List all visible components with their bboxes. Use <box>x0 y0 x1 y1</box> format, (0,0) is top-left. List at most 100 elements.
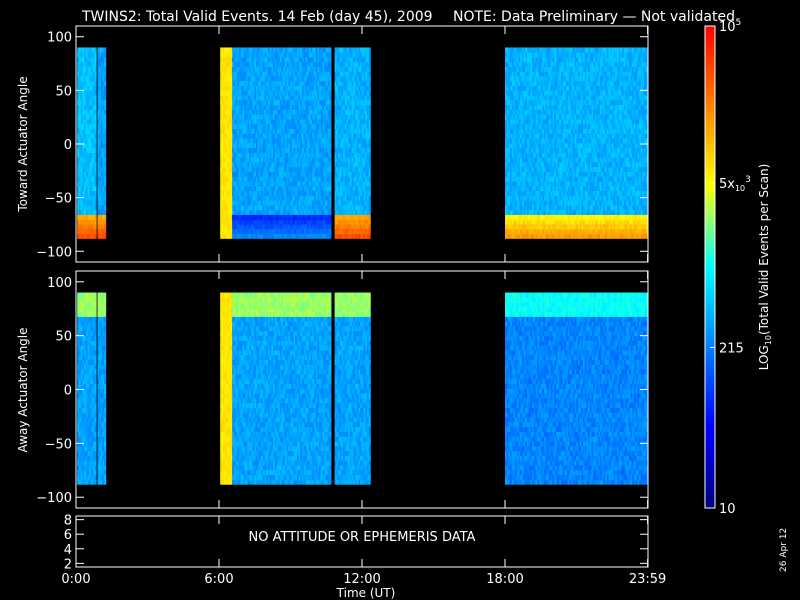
heatmap-cell <box>308 142 311 149</box>
heatmap-cell <box>266 85 269 91</box>
heatmap-cell <box>252 147 255 153</box>
heatmap-cell <box>368 214 371 220</box>
heatmap-cell <box>315 104 318 110</box>
heatmap-cell <box>230 109 233 115</box>
heatmap-cell <box>339 71 342 77</box>
heatmap-cell <box>281 133 284 139</box>
heatmap-cell <box>84 95 87 101</box>
heatmap-cell <box>244 47 247 53</box>
heatmap-cell <box>228 114 231 120</box>
heatmap-cell <box>249 166 252 172</box>
heatmap-cell <box>278 185 281 192</box>
heatmap-cell <box>249 233 252 239</box>
heatmap-cell <box>94 99 97 106</box>
heatmap-cell <box>325 200 329 206</box>
heatmap-cell <box>261 95 264 101</box>
heatmap-cell <box>291 162 294 168</box>
heatmap-cell <box>324 152 327 158</box>
heatmap-cell <box>312 123 315 130</box>
heatmap-cell <box>102 61 105 67</box>
heatmap-cell <box>296 66 300 72</box>
heatmap-cell <box>286 114 289 120</box>
heatmap-cell <box>227 133 230 139</box>
heatmap-cell <box>244 61 247 67</box>
heatmap-cell <box>264 109 267 115</box>
heatmap-cell <box>252 80 255 87</box>
heatmap-cell <box>242 99 245 106</box>
heatmap-cell <box>232 90 235 96</box>
heatmap-cell <box>259 219 262 225</box>
heatmap-cell <box>284 190 288 196</box>
heatmap-cell <box>339 47 342 53</box>
heatmap-cell <box>87 52 90 58</box>
heatmap-cell <box>298 71 301 77</box>
heatmap-cell <box>102 80 105 87</box>
heatmap-cell <box>344 214 347 220</box>
heatmap-cell <box>252 176 255 182</box>
heatmap-cell <box>257 209 260 215</box>
heatmap-cell <box>284 95 288 101</box>
heatmap-cell <box>100 176 103 182</box>
heatmap-cell <box>308 224 311 230</box>
heatmap-cell <box>220 147 223 153</box>
heatmap-cell <box>87 71 90 77</box>
heatmap-cell <box>259 176 262 182</box>
heatmap-cell <box>220 166 223 172</box>
heatmap-cell <box>327 47 330 53</box>
heatmap-cell <box>228 190 231 196</box>
heatmap-cell <box>317 200 320 206</box>
heatmap-cell <box>310 233 313 239</box>
heatmap-cell <box>78 119 82 125</box>
heatmap-cell <box>89 162 92 168</box>
heatmap-cell <box>281 114 284 120</box>
heatmap-cell <box>102 162 105 168</box>
heatmap-cell <box>237 123 240 130</box>
heatmap-cell <box>225 166 228 172</box>
heatmap-cell <box>230 152 233 158</box>
heatmap-cell <box>343 57 346 63</box>
heatmap-cell <box>339 99 342 106</box>
heatmap-cell <box>279 99 282 106</box>
heatmap-cell <box>305 185 308 192</box>
heatmap-cell <box>266 176 269 182</box>
heatmap-cell <box>233 228 236 235</box>
heatmap-cell <box>286 190 289 196</box>
heatmap-cell <box>320 95 323 101</box>
heatmap-cell <box>100 76 103 82</box>
heatmap-cell <box>99 104 102 110</box>
heatmap-cell <box>286 123 289 130</box>
heatmap-cell <box>300 104 303 110</box>
heatmap-cell <box>295 57 298 63</box>
heatmap-cell <box>94 47 97 53</box>
heatmap-cell <box>254 52 257 58</box>
heatmap-cell <box>278 195 281 201</box>
heatmap-cell <box>250 66 253 72</box>
heatmap-cell <box>238 228 242 235</box>
heatmap-cell <box>288 114 291 120</box>
heatmap-cell <box>293 85 296 91</box>
heatmap-cell <box>250 61 253 67</box>
heatmap-cell <box>252 224 255 230</box>
heatmap-cell <box>303 95 306 101</box>
heatmap-cell <box>339 214 342 220</box>
heatmap-cell <box>238 190 242 196</box>
heatmap-cell <box>336 119 339 125</box>
heatmap-cell <box>344 224 347 230</box>
heatmap-cell <box>271 166 274 172</box>
heatmap-cell <box>221 138 225 144</box>
heatmap-cell <box>97 66 100 72</box>
heatmap-cell <box>259 233 262 239</box>
heatmap-cell <box>238 166 242 172</box>
heatmap-cell <box>273 157 276 163</box>
heatmap-cell <box>341 104 344 110</box>
heatmap-cell <box>220 90 223 96</box>
heatmap-cell <box>266 114 269 120</box>
heatmap-cell <box>295 119 298 125</box>
heatmap-cell <box>221 228 225 235</box>
heatmap-cell <box>94 142 97 149</box>
heatmap-cell <box>220 209 223 215</box>
heatmap-cell <box>269 219 272 225</box>
heatmap-cell <box>267 76 271 82</box>
heatmap-cell <box>89 228 92 235</box>
heatmap-cell <box>303 224 306 230</box>
